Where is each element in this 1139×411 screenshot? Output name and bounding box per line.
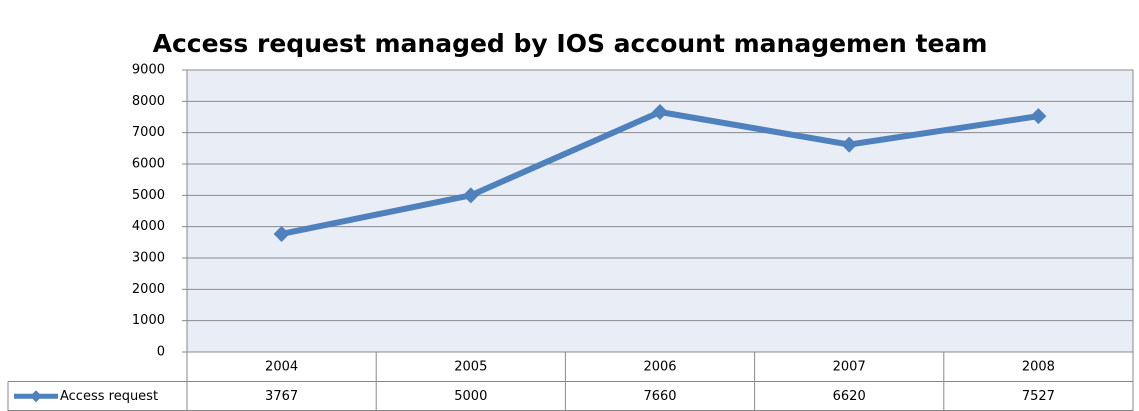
y-tick-label: 3000: [132, 251, 165, 266]
x-tick-label: 2004: [265, 359, 298, 374]
y-tick-label: 0: [157, 345, 165, 360]
y-tick-label: 7000: [132, 125, 165, 140]
x-tick-label: 2006: [643, 359, 676, 374]
y-tick-label: 2000: [132, 282, 165, 297]
legend-marker: [30, 390, 42, 403]
x-tick-label: 2008: [1022, 359, 1055, 374]
y-tick-label: 5000: [132, 188, 165, 203]
y-tick-label: 4000: [132, 219, 165, 234]
y-tick-label: 6000: [132, 157, 165, 172]
data-table-value: 6620: [833, 389, 866, 404]
y-tick-label: 9000: [132, 63, 165, 78]
chart-title: Access request managed by IOS account ma…: [153, 29, 988, 58]
data-table-value: 3767: [265, 389, 298, 404]
point-marker: [462, 187, 479, 204]
x-tick-label: 2005: [454, 359, 487, 374]
point-marker: [652, 103, 668, 120]
y-tick-label: 8000: [132, 94, 165, 109]
data-table-value: 5000: [454, 389, 487, 404]
point-marker: [273, 225, 290, 242]
y-tick-label: 1000: [132, 313, 165, 328]
x-tick-label: 2007: [833, 359, 866, 374]
legend-label: Access request: [60, 389, 158, 404]
data-table-value: 7660: [643, 389, 676, 404]
data-table-value: 7527: [1022, 389, 1055, 404]
point-marker: [1030, 108, 1047, 125]
point-marker: [841, 136, 858, 153]
